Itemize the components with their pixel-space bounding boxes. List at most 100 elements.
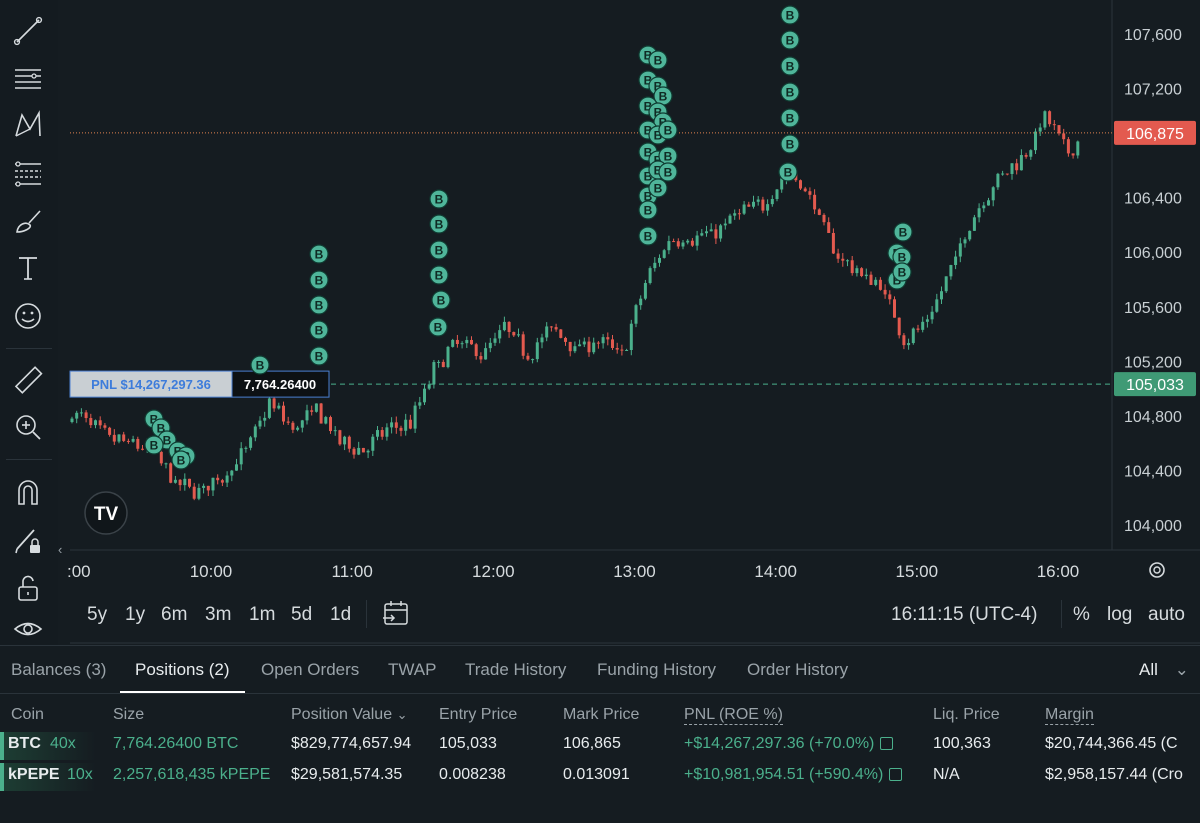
candle-body [770, 198, 774, 205]
buy-marker[interactable] [638, 200, 658, 220]
buy-marker[interactable] [428, 317, 448, 337]
timeframe-3m[interactable]: 3m [205, 604, 232, 625]
buy-marker[interactable] [648, 178, 668, 198]
candle-body [122, 434, 126, 441]
current-price-badge [1114, 120, 1196, 145]
buy-marker[interactable] [309, 320, 329, 340]
buy-marker[interactable] [780, 82, 800, 102]
table-row[interactable]: BTC 40x 7,764.26400 BTC $829,774,657.94 … [0, 730, 1200, 760]
settings-gear-icon[interactable] [1149, 562, 1165, 578]
lock-draw-icon[interactable] [9, 521, 47, 559]
timeframe-5d[interactable]: 5d [291, 604, 313, 625]
buy-marker-label: B [315, 350, 324, 364]
price-chart[interactable]: 107,600 107,200 106,400 106,000 105,600 105,2… [0, 0, 1200, 645]
buy-marker[interactable] [429, 265, 449, 285]
drawing-toolbar [0, 0, 58, 645]
tab-open-orders[interactable]: Open Orders [261, 660, 360, 679]
buy-marker[interactable] [780, 5, 800, 25]
timeframe-5y[interactable]: 5y [87, 604, 108, 625]
buy-marker[interactable] [658, 162, 678, 182]
buy-marker[interactable] [648, 50, 668, 70]
buy-marker[interactable] [429, 189, 449, 209]
timeframe-1y[interactable]: 1y [125, 604, 146, 625]
candle-body [888, 294, 892, 300]
table-row[interactable]: kPEPE 10x 2,257,618,435 kPEPE $29,581,57… [0, 761, 1200, 791]
unlock-icon[interactable] [9, 569, 47, 607]
tab-positions[interactable]: Positions (2) [135, 660, 230, 679]
col-mark-price[interactable]: Mark Price [563, 706, 640, 723]
buy-marker-label: B [157, 422, 166, 436]
collapse-toolbar-icon[interactable]: ‹ [58, 542, 63, 557]
ruler-icon[interactable] [9, 361, 47, 399]
buy-marker[interactable] [638, 226, 658, 246]
price-tick-label: 104,400 [1124, 463, 1182, 480]
candle-body [958, 243, 962, 257]
size-tag-label[interactable]: 7,764.26400 [244, 377, 316, 392]
filter-dropdown[interactable]: All ⌄ [1139, 660, 1189, 680]
trendline-icon[interactable] [9, 12, 47, 50]
tab-twap[interactable]: TWAP [388, 660, 437, 679]
brush-icon[interactable] [9, 202, 47, 240]
col-margin[interactable]: Margin [1045, 706, 1094, 725]
col-size[interactable]: Size [113, 706, 145, 723]
buy-marker[interactable] [431, 290, 451, 310]
buy-marker-label: B [654, 80, 663, 94]
buy-marker[interactable] [309, 295, 329, 315]
buy-marker[interactable] [429, 214, 449, 234]
buy-marker[interactable] [892, 262, 912, 282]
log-toggle[interactable]: log [1107, 604, 1133, 625]
zoom-in-icon[interactable] [9, 408, 47, 446]
text-icon[interactable] [9, 249, 47, 287]
fib-icon[interactable] [9, 154, 47, 192]
buy-marker[interactable] [309, 244, 329, 264]
buy-marker[interactable] [144, 435, 164, 455]
buy-marker-label: B [786, 86, 795, 100]
col-pnl[interactable]: PNL (ROE %) [684, 706, 783, 725]
tab-order-history[interactable]: Order History [747, 660, 849, 679]
buy-marker[interactable] [309, 270, 329, 290]
share-icon[interactable] [889, 768, 903, 782]
col-liq-price[interactable]: Liq. Price [933, 706, 1000, 723]
tab-funding-history[interactable]: Funding History [597, 660, 717, 679]
candle-body [178, 479, 182, 486]
tab-balances[interactable]: Balances (3) [11, 660, 107, 679]
buy-marker[interactable] [250, 355, 270, 375]
share-icon[interactable] [880, 737, 894, 751]
timeframe-6m[interactable]: 6m [161, 604, 188, 625]
buy-marker[interactable] [309, 346, 329, 366]
magnet-icon[interactable] [9, 473, 47, 511]
buy-marker[interactable] [780, 30, 800, 50]
buy-marker[interactable] [780, 108, 800, 128]
eye-icon[interactable] [9, 610, 47, 648]
buy-marker[interactable] [658, 120, 678, 140]
buy-marker-label: B [664, 124, 673, 138]
buy-marker[interactable] [780, 56, 800, 76]
percent-toggle[interactable]: % [1073, 604, 1090, 625]
candle-body [761, 199, 765, 211]
col-coin[interactable]: Coin [11, 706, 44, 723]
date-range-icon[interactable] [381, 600, 411, 628]
emoji-icon[interactable] [9, 297, 47, 335]
tab-trade-history[interactable]: Trade History [465, 660, 567, 679]
candle-body [573, 346, 577, 352]
buy-marker[interactable] [171, 450, 191, 470]
col-entry-price[interactable]: Entry Price [439, 706, 518, 723]
horizontal-lines-icon[interactable] [9, 59, 47, 97]
buy-marker[interactable] [429, 240, 449, 260]
timezone-clock[interactable]: 16:11:15 (UTC-4) [891, 604, 1038, 625]
time-tick-label: 16:00 [1037, 562, 1080, 581]
col-position-value[interactable]: Position Value ⌄ [291, 706, 407, 724]
size-tag-bg[interactable] [231, 370, 330, 398]
buy-marker[interactable] [780, 134, 800, 154]
coin-name[interactable]: BTC [8, 735, 41, 752]
auto-toggle[interactable]: auto [1148, 604, 1185, 625]
buy-marker[interactable] [893, 222, 913, 242]
timeframe-1d[interactable]: 1d [330, 604, 352, 625]
timeframe-1m[interactable]: 1m [249, 604, 276, 625]
coin-name[interactable]: kPEPE [8, 766, 60, 783]
mark-price: 106,865 [563, 735, 621, 752]
buy-marker[interactable] [778, 162, 798, 182]
pattern-icon[interactable] [9, 106, 47, 144]
candle-body [324, 417, 328, 424]
candle-body [944, 276, 948, 292]
